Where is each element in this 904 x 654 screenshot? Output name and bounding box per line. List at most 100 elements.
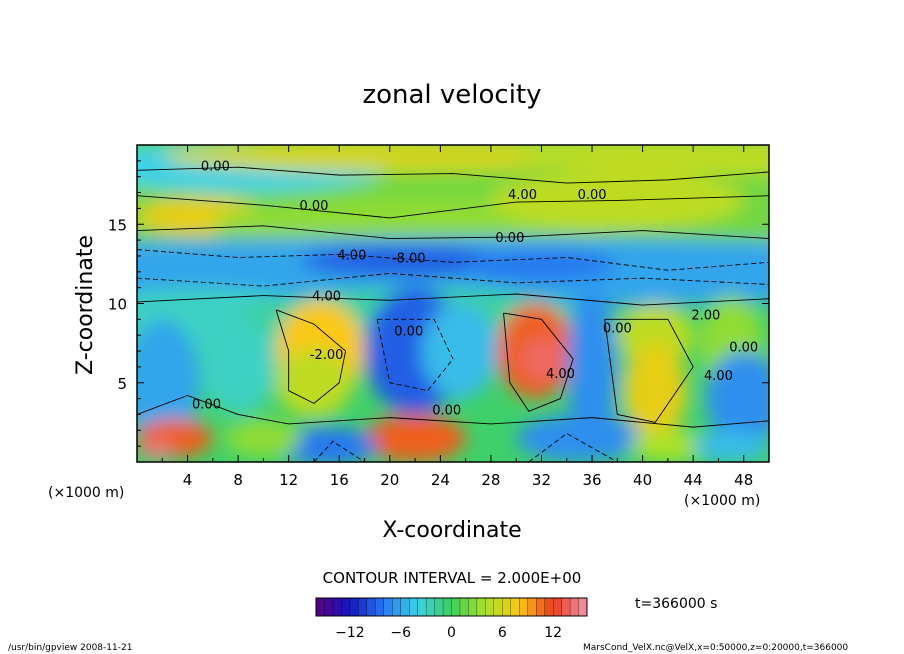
colorbar-tick-label-3: 6 [498,625,507,641]
x-axis: 4 8 12 16 20 24 28 32 36 40 44 48 [161,145,753,489]
contour-label-6: -8.00 [392,252,426,267]
x-tick-label-6: 28 [481,471,500,489]
colorbar-swatch-22 [502,597,512,617]
field-region-24 [200,319,277,415]
colorbar-swatch-7 [375,597,385,617]
contour-line-1 [137,195,769,219]
colorbar-tick-label-2: 0 [447,625,456,641]
y-tick-label-1: 10 [108,296,127,314]
x-tick-label-0: 4 [183,471,193,489]
contour-line-5 [137,293,769,306]
field-region-17 [421,303,498,399]
colorbar-swatch-20 [485,597,495,617]
colorbar-swatch-4 [349,597,359,617]
field-region-18 [566,287,618,447]
colorbar-swatch-21 [493,597,503,617]
field-region-32 [693,430,769,462]
contour-label-5: 4.00 [337,248,366,263]
contour-label-12: 2.00 [691,309,720,324]
y-tick-label-2: 15 [108,216,127,234]
contour-label-2: 4.00 [508,188,537,203]
contour-label-1: 0.00 [299,199,328,214]
field-region-13 [276,347,352,418]
contour-label-4: 0.00 [495,231,524,246]
colorbar-swatch-25 [527,597,537,617]
contour-line-6 [275,309,347,404]
colorbar-swatch-12 [417,597,427,617]
colorbar-tick-label-1: −6 [390,625,411,641]
contour-labels: 0.00 0.00 4.00 0.00 0.00 4.00 -8.00 4.00 0.00 -2.… [192,160,758,419]
colorbar-swatch-23 [510,597,520,617]
velocity-field [137,145,769,462]
colorbar-swatch-9 [392,597,402,617]
colorbar [315,597,588,617]
x-tick-label-8: 36 [582,471,601,489]
contour-label-9: -2.00 [310,348,344,363]
contour-label-10: 4.00 [546,367,575,382]
field-region-2 [162,145,618,172]
contour-label-16: 0.00 [432,404,461,419]
field-region-26 [137,442,175,459]
contour-label-13: 0.00 [729,340,758,355]
x-tick-label-1: 8 [233,471,243,489]
colorbar-tick-label-4: 12 [544,625,562,641]
x-tick-label-5: 24 [431,471,450,489]
contour-line-11 [313,440,365,462]
contour-label-3: 0.00 [578,188,607,203]
x-unit-left: (×1000 m) [48,485,124,501]
contour-label-0: 0.00 [201,160,230,175]
colorbar-swatch-31 [578,597,588,617]
x-tick-label-10: 44 [684,471,703,489]
x-tick-label-2: 12 [279,471,298,489]
colorbar-swatch-10 [400,597,410,617]
field-region-30 [225,419,302,458]
colorbar-swatch-29 [561,597,571,617]
contour-line-10 [137,394,769,428]
plot-area [137,145,769,462]
colorbar-tick-label-0: −12 [335,625,365,641]
contour-line-4 [137,272,769,287]
field-region-23 [137,319,201,447]
colorbar-swatch-30 [569,597,579,617]
y-axis-label: Z-coordinate [73,235,98,375]
x-tick-label-7: 32 [532,471,551,489]
field-region-15 [521,336,562,382]
contour-line-0 [137,166,769,184]
contour-line-7 [503,312,574,412]
time-label: t=366000 s [635,596,717,612]
contour-line-9 [604,318,694,423]
colorbar-swatch-13 [425,597,436,617]
field-region-31 [629,430,706,462]
colorbar-swatch-16 [451,597,461,617]
field-region-3 [516,145,769,176]
colorbar-swatch-27 [544,597,554,617]
colorbar-swatch-11 [409,597,419,617]
chart-title: zonal velocity [362,80,541,110]
colorbar-swatch-8 [383,597,393,617]
contour-label-14: 4.00 [704,369,733,384]
colorbar-swatch-17 [459,597,469,617]
contour-label-7: 4.00 [312,290,341,305]
field-region-8 [301,244,504,277]
field-region-9 [465,249,618,282]
x-unit-right: (×1000 m) [684,493,760,509]
x-tick-label-3: 16 [330,471,349,489]
colorbar-ticks: −12 −6 0 6 12 [335,625,562,641]
contour-lines [137,166,769,462]
contour-label-8: 0.00 [394,324,423,339]
colorbar-swatch-18 [468,597,478,617]
field-region-29 [516,414,643,462]
colorbar-swatch-26 [536,597,546,617]
y-tick-label-0: 5 [117,375,127,393]
contour-label-11: 0.00 [603,321,632,336]
contour-line-3 [137,249,769,271]
colorbar-swatch-0 [315,597,325,617]
field-region-27 [364,414,466,462]
contour-interval: CONTOUR INTERVAL = 2.000E+00 [323,569,582,587]
x-tick-label-4: 20 [380,471,399,489]
colorbar-swatch-1 [324,597,334,617]
field-region-20 [623,343,687,439]
x-tick-label-9: 40 [633,471,652,489]
contour-line-2 [137,225,769,239]
